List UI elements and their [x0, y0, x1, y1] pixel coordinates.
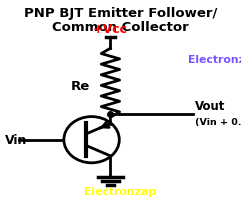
Text: Vout: Vout	[195, 99, 226, 112]
Text: +Vcc: +Vcc	[93, 23, 128, 36]
Text: Re: Re	[71, 79, 90, 92]
Text: Vin: Vin	[5, 134, 27, 146]
Text: PNP BJT Emitter Follower/: PNP BJT Emitter Follower/	[24, 7, 217, 20]
Text: Electronzap: Electronzap	[84, 186, 157, 196]
Text: (Vin + 0.6V): (Vin + 0.6V)	[195, 117, 241, 126]
Text: Electronzap: Electronzap	[188, 55, 241, 65]
Text: Common Collector: Common Collector	[52, 21, 189, 34]
